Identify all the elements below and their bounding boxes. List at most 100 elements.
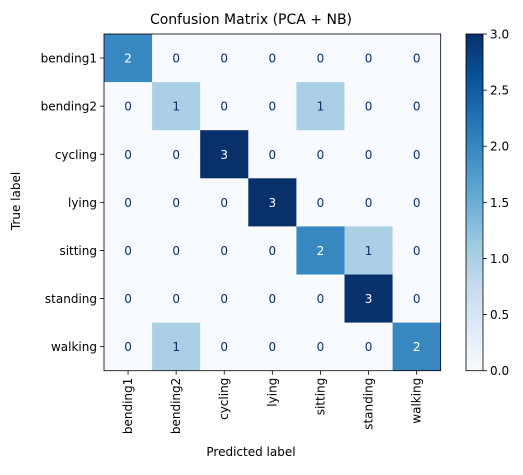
colorbar: 0.0 0.5 1.0 1.5 2.0 2.5 3.0	[465, 28, 509, 378]
heatmap-cell	[104, 322, 153, 371]
cell-value-label: 1	[172, 100, 180, 114]
heatmap-cell	[392, 82, 441, 131]
y-tick-label: cycling	[55, 148, 97, 162]
cell-value-label: 0	[220, 244, 228, 258]
cell-value-label: 3	[365, 292, 373, 306]
colorbar-gradient	[465, 33, 484, 372]
x-tick-label: cycling	[217, 378, 231, 420]
heatmap-cell	[104, 178, 153, 227]
chart-title: Confusion Matrix (PCA + NB)	[150, 12, 352, 28]
heatmap-cell	[392, 274, 441, 323]
y-axis-label: True label	[9, 172, 23, 231]
heatmap-cell	[296, 322, 345, 371]
cell-value-label: 0	[317, 52, 325, 66]
heatmap-cell	[344, 274, 393, 323]
y-tick-label: bending1	[41, 52, 97, 66]
heatmap-cell	[200, 82, 249, 131]
cell-value-label: 0	[413, 148, 421, 162]
y-axis-ticks: bending1 bending2 cycling lying sitting stand…	[41, 52, 104, 354]
cell-value-label: 0	[413, 196, 421, 210]
cell-value-label: 3	[269, 196, 277, 210]
x-tick-label: walking	[410, 378, 424, 424]
heatmap-cell	[392, 178, 441, 227]
cell-value-label: 0	[365, 148, 373, 162]
colorbar-tick-label: 3.0	[490, 28, 509, 42]
heatmap-cell	[200, 178, 249, 227]
x-tick-label: bending1	[121, 378, 135, 434]
heatmap-cell	[248, 82, 297, 131]
colorbar-tick-label: 0.0	[490, 364, 509, 378]
heatmap-cell	[296, 34, 345, 83]
cell-value-label: 0	[365, 100, 373, 114]
cell-value-label: 0	[220, 292, 228, 306]
y-tick-label: sitting	[59, 244, 97, 258]
y-tick-label: standing	[45, 292, 97, 306]
cell-value-label: 2	[124, 52, 132, 66]
cell-value-label: 1	[317, 100, 325, 114]
heatmap-cell	[104, 82, 153, 131]
x-tick-label: standing	[362, 378, 376, 430]
heatmap-cell	[296, 130, 345, 179]
cell-value-label: 0	[124, 292, 132, 306]
cell-value-label: 0	[220, 340, 228, 354]
heatmap-cells	[103, 33, 442, 372]
cell-value-label: 0	[317, 196, 325, 210]
heatmap-cell	[344, 226, 393, 275]
cell-value-label: 1	[172, 340, 180, 354]
cell-value-label: 0	[124, 244, 132, 258]
x-axis-ticks: bending1 bending2 cycling lying sitting stand…	[121, 370, 424, 434]
cell-value-label: 0	[413, 292, 421, 306]
heatmap-cell	[296, 274, 345, 323]
heatmap-cell	[104, 226, 153, 275]
cell-value-label: 0	[172, 148, 180, 162]
cell-value-label: 0	[124, 196, 132, 210]
y-tick-label: lying	[68, 196, 97, 210]
colorbar-tick-label: 0.5	[490, 308, 509, 322]
cell-value-label: 0	[269, 148, 277, 162]
heatmap-cell	[248, 34, 297, 83]
heatmap-cell	[152, 82, 201, 131]
heatmap-cell	[152, 34, 201, 83]
heatmap-cell	[248, 226, 297, 275]
cell-value-label: 0	[413, 244, 421, 258]
heatmap-cell	[104, 130, 153, 179]
heatmap-cell	[392, 226, 441, 275]
heatmap-cell	[344, 322, 393, 371]
cell-value-label: 0	[220, 52, 228, 66]
cell-value-label: 0	[172, 52, 180, 66]
heatmap-cell	[152, 226, 201, 275]
cell-value-label: 0	[413, 100, 421, 114]
cell-value-label: 0	[317, 148, 325, 162]
colorbar-tick-label: 1.0	[490, 252, 509, 266]
cell-value-label: 0	[124, 100, 132, 114]
heatmap-cell	[344, 82, 393, 131]
x-axis-label: Predicted label	[206, 445, 295, 459]
cell-value-label: 0	[365, 340, 373, 354]
heatmap-cell	[296, 226, 345, 275]
heatmap-cell	[248, 178, 297, 227]
cell-value-label: 0	[317, 292, 325, 306]
cell-value-label: 0	[172, 292, 180, 306]
y-tick-label: walking	[51, 340, 97, 354]
heatmap-cell	[344, 178, 393, 227]
cell-value-label: 3	[220, 148, 228, 162]
heatmap-cell	[152, 274, 201, 323]
heatmap-cell	[248, 322, 297, 371]
heatmap-cell	[296, 178, 345, 227]
heatmap-cell	[104, 274, 153, 323]
colorbar-tick-label: 2.5	[490, 84, 509, 98]
heatmap-cell	[296, 82, 345, 131]
heatmap-cell	[200, 274, 249, 323]
heatmap-cell	[344, 130, 393, 179]
cell-value-label: 0	[269, 244, 277, 258]
heatmap-cell	[392, 34, 441, 83]
cell-value-label: 0	[365, 52, 373, 66]
cell-value-label: 0	[269, 52, 277, 66]
cell-value-label: 0	[172, 244, 180, 258]
cell-value-label: 0	[269, 100, 277, 114]
heatmap-cell	[200, 130, 249, 179]
cell-value-label: 0	[220, 196, 228, 210]
heatmap-cell-labels: 2 0 0 0 0 0 0 0 1 0 0 1 0 0 0 0 3 0 0 0 0 0 0 0 3 0 0 0 0 0 0 0 2 1 0 0 0 0 0 0…	[124, 52, 420, 355]
